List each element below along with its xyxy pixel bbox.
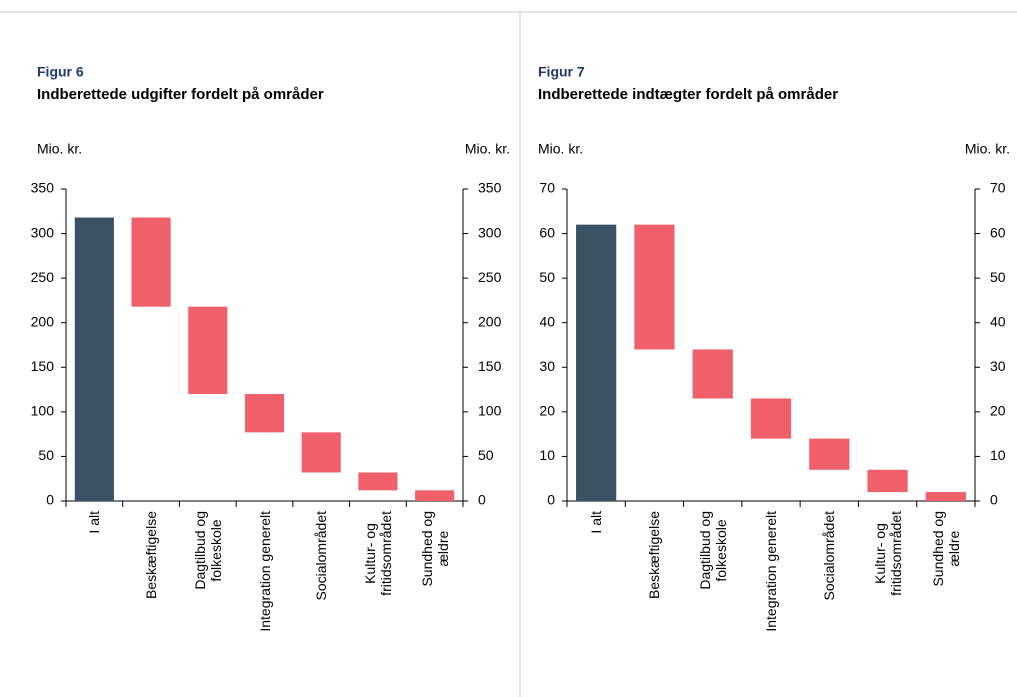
y2-tick-label: 0 bbox=[478, 492, 486, 508]
x-tick-label: I alt bbox=[86, 511, 103, 534]
y-tick-label: 0 bbox=[46, 492, 54, 508]
bar bbox=[809, 438, 850, 470]
y2-tick-label: 0 bbox=[990, 492, 998, 508]
bar bbox=[925, 492, 966, 501]
y2-tick-label: 40 bbox=[990, 313, 1006, 329]
bar bbox=[74, 217, 114, 502]
x-tick-label: Socialområdet bbox=[821, 511, 838, 601]
chart-title: Indberettede indtægter fordelt på område… bbox=[538, 86, 838, 103]
y-tick-label: 30 bbox=[539, 358, 555, 374]
x-tick-label: Beskæftigelse bbox=[646, 511, 663, 599]
y-tick-label: 50 bbox=[38, 447, 54, 463]
figure-label: Figur 6 bbox=[37, 64, 84, 80]
y-tick-label: 150 bbox=[31, 358, 55, 374]
y2-tick-label: 30 bbox=[990, 358, 1006, 374]
y2-tick-label: 50 bbox=[478, 447, 494, 463]
bar bbox=[415, 490, 455, 501]
y2-tick-label: 50 bbox=[990, 269, 1006, 285]
x-tick-label: Integration generelt bbox=[256, 511, 273, 632]
y-axis-label: Mio. kr. bbox=[37, 141, 82, 157]
y-tick-label: 40 bbox=[539, 313, 555, 329]
bar bbox=[188, 306, 228, 395]
x-tick-label: Socialområdet bbox=[313, 511, 330, 601]
y2-tick-label: 10 bbox=[990, 447, 1006, 463]
y2-tick-label: 200 bbox=[478, 313, 502, 329]
bar bbox=[576, 224, 617, 501]
bar bbox=[358, 472, 398, 491]
bar bbox=[750, 398, 792, 439]
bar bbox=[301, 432, 341, 473]
y2-axis-label: Mio. kr. bbox=[965, 141, 1010, 157]
figure-label: Figur 7 bbox=[538, 64, 585, 80]
y2-tick-label: 250 bbox=[478, 269, 502, 285]
x-tick-label: Beskæftigelse bbox=[143, 511, 160, 599]
bar bbox=[131, 217, 171, 307]
y2-tick-label: 350 bbox=[478, 180, 502, 196]
y-tick-label: 70 bbox=[539, 180, 555, 196]
y-tick-label: 50 bbox=[539, 269, 555, 285]
y-tick-label: 0 bbox=[547, 492, 555, 508]
x-tick-label: Integration generelt bbox=[763, 511, 779, 632]
x-tick-label: Kultur- og fritidsområdet bbox=[361, 511, 394, 596]
chart-title: Indberettede udgifter fordelt på områder bbox=[37, 86, 324, 103]
y-tick-label: 300 bbox=[31, 224, 55, 240]
bar bbox=[692, 349, 733, 399]
y-tick-label: 10 bbox=[539, 447, 555, 463]
y2-tick-label: 150 bbox=[478, 358, 502, 374]
bar bbox=[634, 224, 675, 350]
y2-tick-label: 60 bbox=[990, 224, 1006, 240]
y-tick-label: 100 bbox=[31, 403, 55, 419]
x-tick-label: I alt bbox=[588, 511, 605, 534]
x-tick-label: Dagtilbud og folkeskole bbox=[696, 511, 729, 590]
x-tick-label: Dagtilbud og folkeskole bbox=[191, 511, 224, 590]
y2-axis-label: Mio. kr. bbox=[465, 141, 510, 157]
x-tick-label: Sundhed og ældre bbox=[929, 511, 962, 587]
y2-tick-label: 300 bbox=[478, 224, 502, 240]
x-tick-label: Sundhed og ældre bbox=[418, 511, 451, 587]
y2-tick-label: 20 bbox=[990, 403, 1006, 419]
x-tick-label: Kultur- og fritidsområdet bbox=[871, 511, 904, 596]
y-tick-label: 350 bbox=[31, 180, 55, 196]
y2-tick-label: 100 bbox=[478, 403, 502, 419]
bar bbox=[244, 394, 285, 433]
y-tick-label: 200 bbox=[31, 313, 55, 329]
y-tick-label: 60 bbox=[539, 224, 555, 240]
y-tick-label: 250 bbox=[31, 269, 55, 285]
y2-tick-label: 70 bbox=[990, 180, 1006, 196]
y-axis-label: Mio. kr. bbox=[538, 141, 583, 157]
bar bbox=[867, 469, 908, 493]
y-tick-label: 20 bbox=[539, 403, 555, 419]
